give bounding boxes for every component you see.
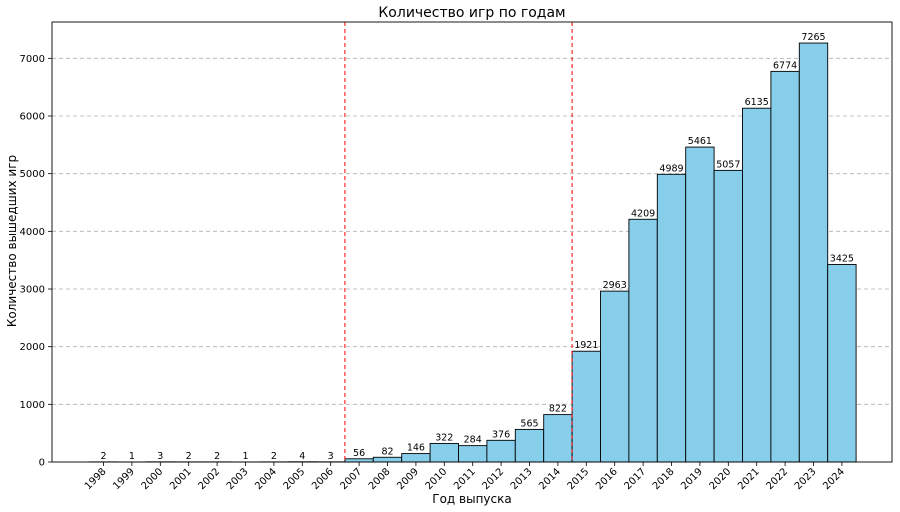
bar-value-label-2001: 2 (186, 451, 192, 462)
bar-value-label-2015: 1921 (574, 340, 598, 351)
x-tick-label-2021: 2021 (736, 466, 762, 492)
bar-value-label-2008: 82 (381, 446, 393, 457)
bar-2014 (543, 414, 573, 463)
bars (88, 42, 857, 463)
x-tick-label-2010: 2010 (424, 466, 450, 492)
x-tick-label-2001: 2001 (168, 466, 194, 492)
x-tick-label-2002: 2002 (196, 466, 222, 492)
x-tick-label-2013: 2013 (509, 466, 535, 492)
bar-value-label-2009: 146 (407, 443, 425, 454)
y-axis-ticks: 0 1000 2000 3000 4000 5000 6000 7000 (20, 54, 52, 469)
bar-value-label-2007: 56 (353, 448, 365, 459)
y-axis-label: Количество вышедших игр (5, 155, 19, 327)
y-tick-label-5000: 5000 (20, 169, 45, 180)
x-tick-label-1998: 1998 (83, 466, 109, 492)
y-tick-label-6000: 6000 (20, 111, 45, 122)
bar-value-label-2020: 5057 (716, 159, 740, 170)
bar-2010 (429, 442, 459, 463)
bar-2024 (827, 264, 857, 463)
x-tick-label-2024: 2024 (821, 466, 847, 492)
bar-2018 (656, 173, 687, 463)
x-tick-label-2008: 2008 (367, 466, 393, 492)
reference-lines (344, 22, 573, 462)
bar-2008 (372, 456, 403, 463)
x-tick-label-2009: 2009 (395, 466, 421, 492)
x-tick-label-2015: 2015 (566, 466, 592, 492)
x-tick-label-2012: 2012 (480, 466, 506, 492)
x-tick-label-2017: 2017 (622, 466, 648, 492)
bar-value-label-2019: 5461 (688, 136, 712, 147)
bar-value-label-2010: 322 (435, 432, 453, 443)
bar-2011 (458, 445, 488, 463)
x-tick-label-1999: 1999 (111, 466, 137, 492)
bar-2017 (628, 218, 658, 463)
bar-2022 (770, 70, 800, 463)
bar-value-label-2014: 822 (549, 404, 567, 415)
bar-value-label-2024: 3425 (830, 253, 854, 264)
bar-value-label-2006: 3 (328, 451, 334, 462)
x-tick-label-2014: 2014 (537, 466, 563, 492)
chart-title: Количество игр по годам (378, 5, 565, 21)
x-tick-label-2003: 2003 (225, 466, 251, 492)
bar-2021 (742, 107, 772, 463)
bar-value-label-2004: 2 (271, 451, 277, 462)
y-tick-label-7000: 7000 (20, 54, 45, 65)
bar-value-label-1999: 1 (129, 451, 135, 462)
bar-value-label-2002: 2 (214, 451, 220, 462)
x-tick-label-2016: 2016 (594, 466, 620, 492)
bar-2016 (600, 290, 630, 463)
plot-frame (51, 21, 893, 463)
bar-2019 (685, 146, 715, 463)
bar-value-label-2013: 565 (520, 418, 538, 429)
x-tick-label-2023: 2023 (793, 466, 819, 492)
x-tick-label-2004: 2004 (253, 466, 279, 492)
x-tick-label-2005: 2005 (282, 466, 308, 492)
x-tick-label-2006: 2006 (310, 466, 336, 492)
bar-2013 (514, 428, 545, 463)
bar-value-label-2011: 284 (464, 435, 482, 446)
bar-2009 (401, 453, 431, 463)
x-tick-label-2020: 2020 (708, 466, 734, 492)
x-tick-label-2007: 2007 (338, 466, 364, 492)
bar-2015 (571, 350, 601, 463)
y-tick-label-4000: 4000 (20, 227, 45, 238)
bar-value-label-2000: 3 (157, 451, 163, 462)
bar-2012 (486, 439, 516, 463)
y-tick-label-3000: 3000 (20, 284, 45, 295)
x-tick-label-2000: 2000 (140, 466, 166, 492)
y-tick-label-1000: 1000 (20, 400, 45, 411)
bar-value-label-2012: 376 (492, 429, 510, 440)
x-axis-ticks: 1998 1999 2000 2001 2002 2003 2004 2005 2006 2007… (83, 462, 847, 492)
grid-lines (52, 57, 892, 463)
bar-value-label-2016: 2963 (603, 280, 627, 291)
bar-value-label-2005: 4 (299, 451, 305, 462)
y-tick-label-2000: 2000 (20, 342, 45, 353)
x-tick-label-2011: 2011 (452, 466, 478, 492)
x-tick-label-2019: 2019 (679, 466, 705, 492)
x-tick-label-2022: 2022 (764, 466, 790, 492)
bar-2007 (344, 458, 374, 463)
bar-value-label-1998: 2 (100, 451, 106, 462)
bar-2023 (798, 42, 829, 463)
x-tick-label-2018: 2018 (651, 466, 677, 492)
bar-2020 (713, 169, 743, 463)
bar-value-label-2003: 1 (242, 451, 248, 462)
y-tick-label-0: 0 (39, 458, 45, 469)
bar-value-label-2018: 4989 (659, 163, 683, 174)
bar-value-label-2022: 6774 (773, 60, 797, 71)
bar-value-label-2021: 6135 (745, 97, 769, 108)
bar-value-label-2017: 4209 (631, 208, 655, 219)
bar-value-label-2023: 7265 (801, 32, 825, 43)
x-axis-label: Год выпуска (432, 492, 511, 506)
